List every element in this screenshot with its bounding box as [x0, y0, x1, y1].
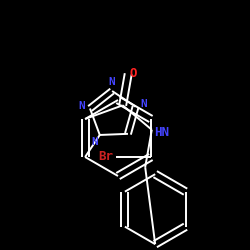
Text: Br: Br [98, 150, 114, 164]
Text: N: N [92, 138, 98, 147]
Text: N: N [141, 98, 148, 108]
Text: N: N [78, 101, 85, 111]
Text: HN: HN [154, 126, 169, 139]
Text: N: N [108, 77, 115, 87]
Text: O: O [130, 67, 137, 80]
